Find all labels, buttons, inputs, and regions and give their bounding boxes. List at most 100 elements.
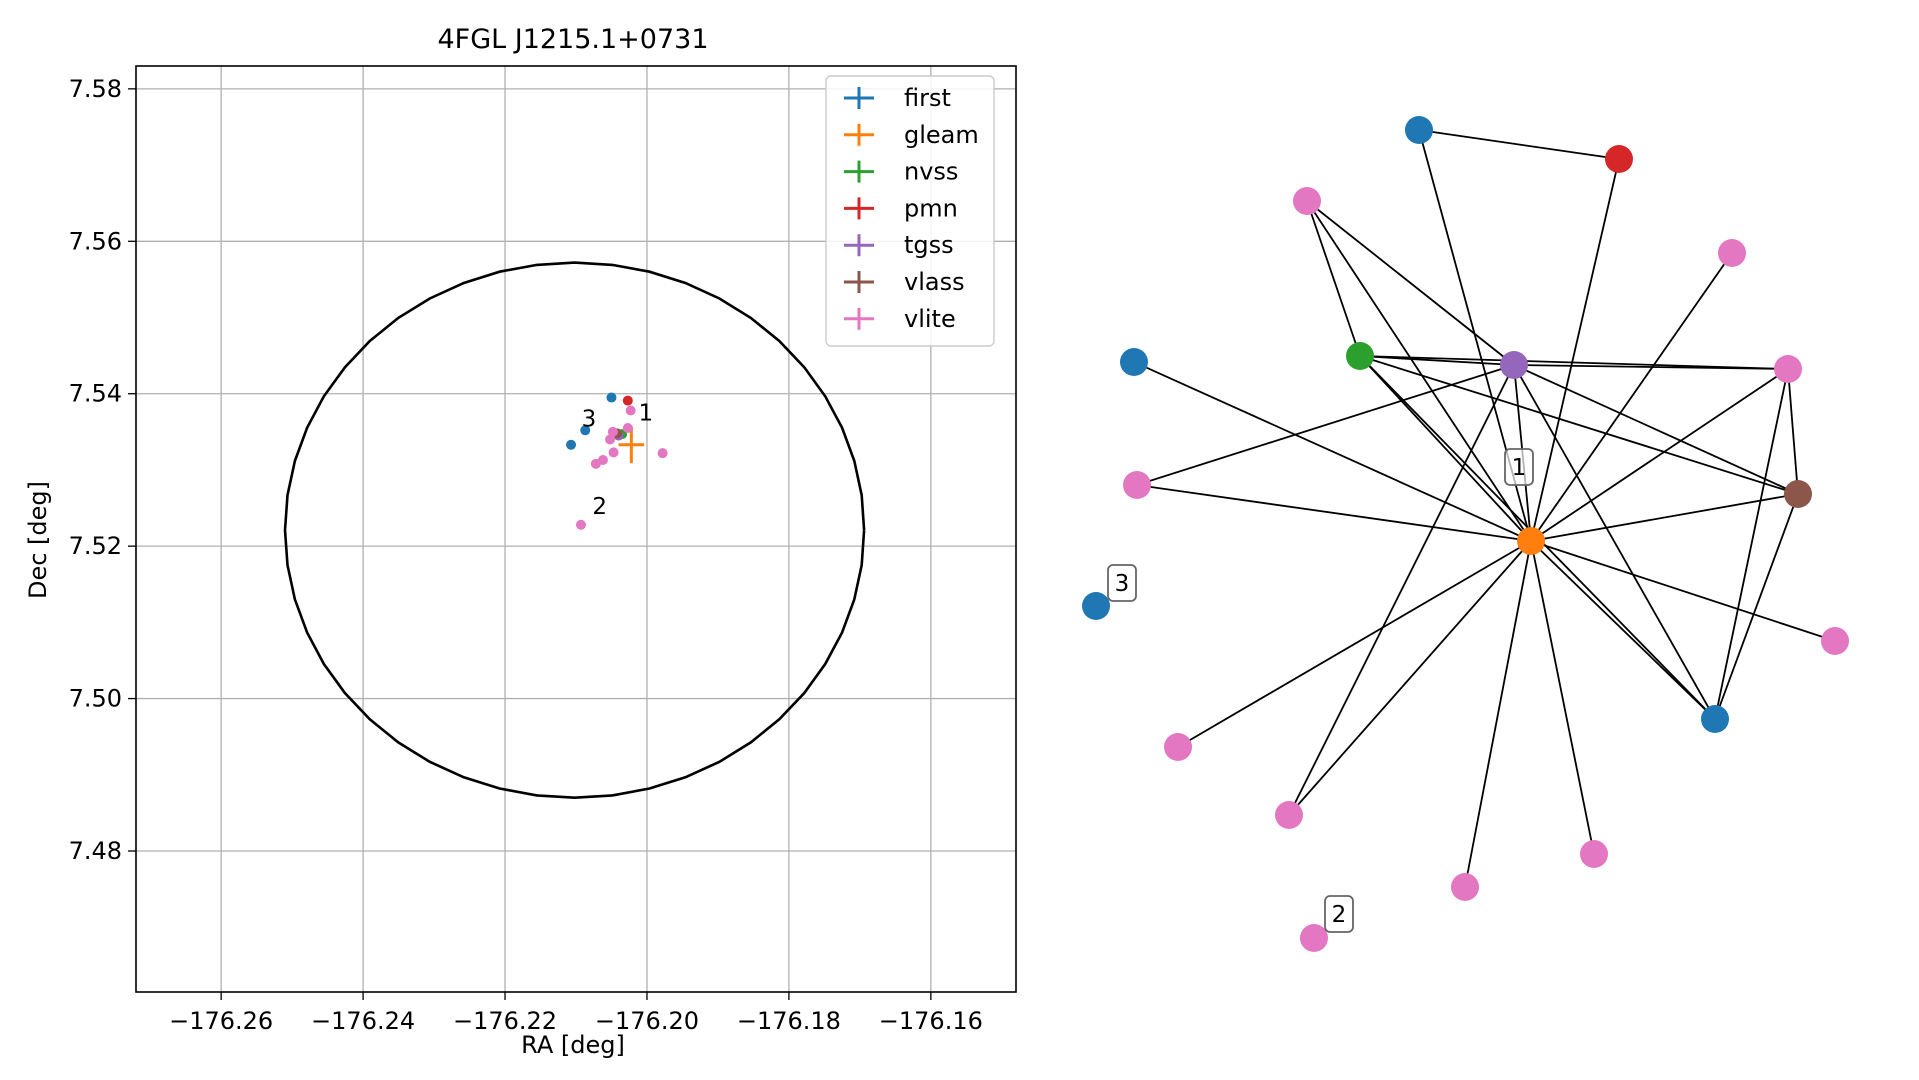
y-tick-label: 7.54 [69, 380, 122, 408]
network-edge [1136, 484, 1532, 542]
y-tick-label: 7.56 [69, 227, 122, 255]
point-annotation: 2 [592, 494, 607, 520]
legend-label: nvss [904, 158, 958, 186]
network-edge [1177, 540, 1532, 748]
label-box [1324, 895, 1354, 933]
legend-item-nvss: nvss [844, 158, 958, 186]
network-edge [1513, 364, 1799, 495]
legend-item-pmn: pmn [844, 194, 958, 222]
x-tick-label: −176.24 [311, 1007, 415, 1035]
data-points-layer [566, 392, 668, 530]
x-tick-label: −176.16 [879, 1007, 983, 1035]
network-node-vlite [1293, 187, 1321, 215]
y-tick-label: 7.58 [69, 75, 122, 103]
legend-item-vlass: vlass [844, 268, 965, 296]
legend: first gleam nvss pmn tgss vlass vlite [825, 75, 995, 347]
network-edge [1530, 368, 1789, 542]
legend-label: vlite [904, 305, 956, 333]
legend-label: tgss [904, 231, 954, 259]
network-node-vlite [1580, 840, 1608, 868]
network-edge [1306, 200, 1515, 366]
network-node-label: 3 [1107, 564, 1137, 602]
network-node-vlite [1123, 471, 1151, 499]
x-tick-label: −176.20 [595, 1007, 699, 1035]
scatter-panel: 4FGL J1215.1+0731 1 2 3 −176.26 −176.24 −176… [24, 24, 1017, 1059]
network-edge [1530, 493, 1799, 542]
network-node-vlite [1164, 733, 1192, 761]
network-edge [1530, 540, 1836, 642]
axis-ticks: −176.26 −176.24 −176.22 −176.20 −176.18 −176.… [69, 75, 983, 1035]
uncertainty-ellipse [283, 261, 866, 800]
network-edge [1787, 368, 1799, 495]
network-edge [1530, 540, 1595, 855]
point-first [566, 439, 577, 450]
point-first [580, 425, 591, 436]
y-axis-label: Dec [deg] [24, 481, 52, 599]
network-edge [1136, 364, 1515, 486]
network-node-vlite [1821, 627, 1849, 655]
y-tick-label: 7.50 [69, 685, 122, 713]
network-edge [1513, 364, 1789, 370]
point-gleam [618, 426, 645, 464]
network-edge [1306, 200, 1361, 357]
point-vlite [622, 423, 633, 434]
network-node-vlite [1300, 924, 1328, 952]
network-edge [1513, 364, 1716, 720]
network-node-vlite [1774, 355, 1802, 383]
label-box [1107, 564, 1137, 602]
legend-item-tgss: tgss [844, 231, 954, 259]
network-edge [1359, 355, 1799, 495]
legend-item-gleam: gleam [844, 121, 979, 149]
network-node-first [1405, 116, 1433, 144]
x-tick-label: −176.22 [453, 1007, 557, 1035]
network-node-gleam [1517, 527, 1545, 555]
network-node-vlass [1784, 480, 1812, 508]
legend-frame [825, 75, 995, 347]
label-text: 3 [1115, 571, 1130, 597]
network-edge [1530, 540, 1716, 720]
network-node-first [1082, 592, 1110, 620]
label-box [1504, 448, 1534, 486]
x-axis-label: RA [deg] [521, 1031, 625, 1059]
legend-label: pmn [904, 194, 958, 222]
point-vlite [608, 447, 619, 458]
network-node-first [1701, 705, 1729, 733]
y-tick-label: 7.52 [69, 532, 122, 560]
network-edge [1359, 355, 1789, 370]
label-text: 2 [1332, 902, 1347, 928]
network-node-label: 1 [1504, 448, 1534, 486]
network-node-vlite [1275, 801, 1303, 829]
annotation-layer: 1 2 3 [582, 400, 653, 520]
network-edge [1418, 129, 1620, 160]
network-edge [1530, 158, 1620, 542]
network-node-first [1120, 348, 1148, 376]
network-node-nvss [1346, 342, 1374, 370]
point-pmn [622, 395, 633, 406]
chart-title: 4FGL J1215.1+0731 [437, 24, 708, 55]
y-tick-label: 7.48 [69, 837, 122, 865]
network-node-labels: 1 3 2 [1107, 448, 1534, 933]
axes-frame [135, 65, 1017, 993]
legend-label: gleam [904, 121, 979, 149]
point-vlite [625, 405, 636, 416]
point-annotation: 3 [582, 406, 597, 432]
network-edge [1288, 364, 1515, 816]
point-annotation: 1 [638, 400, 653, 426]
network-edge [1464, 540, 1532, 888]
point-vlite [607, 426, 618, 437]
network-node-label: 2 [1324, 895, 1354, 933]
network-edge [1714, 493, 1799, 720]
x-tick-label: −176.26 [169, 1007, 273, 1035]
network-nodes [1082, 116, 1849, 952]
network-panel: 1 3 2 [1082, 116, 1849, 952]
point-vlite [657, 448, 668, 459]
uncertainty-ellipse-layer [283, 261, 866, 800]
legend-item-vlite: vlite [844, 305, 956, 333]
network-node-vlite [1718, 239, 1746, 267]
network-node-pmn [1605, 145, 1633, 173]
point-first [606, 392, 617, 403]
network-edge [1359, 355, 1532, 542]
network-node-tgss [1500, 351, 1528, 379]
legend-label: first [904, 84, 951, 112]
